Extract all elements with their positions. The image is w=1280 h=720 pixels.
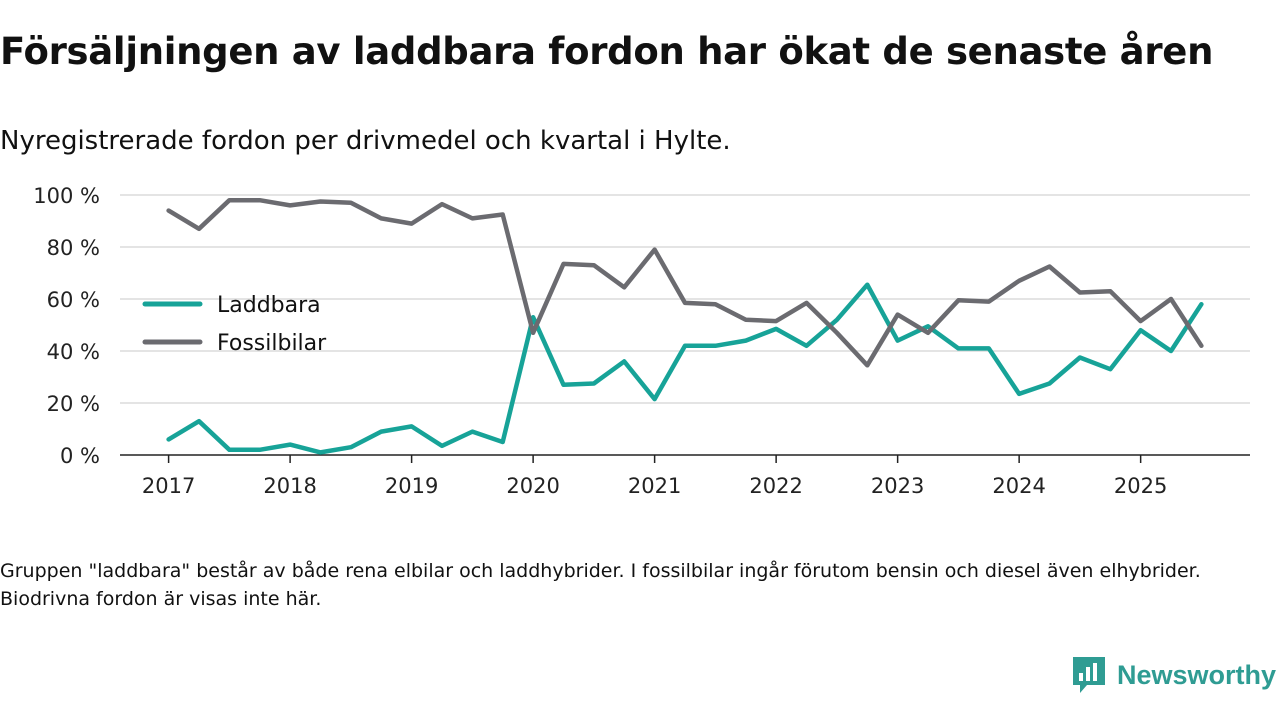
x-tick-label: 2019 bbox=[385, 474, 438, 498]
x-tick-label: 2024 bbox=[992, 474, 1045, 498]
x-tick-label: 2020 bbox=[506, 474, 559, 498]
series-line-laddbara bbox=[166, 282, 1204, 455]
y-tick-label: 80 % bbox=[47, 236, 100, 260]
series-line-fossilbilar bbox=[166, 197, 1204, 368]
y-tick-label: 20 % bbox=[47, 392, 100, 416]
brand-logo: Newsworthy bbox=[1071, 655, 1276, 695]
x-tick-label: 2023 bbox=[871, 474, 924, 498]
y-tick-label: 100 % bbox=[33, 184, 100, 208]
brand-name: Newsworthy bbox=[1116, 659, 1276, 690]
chart-subtitle: Nyregistrerade fordon per drivmedel och … bbox=[0, 126, 731, 156]
newsworthy-logo-icon bbox=[1072, 657, 1105, 693]
y-tick-label: 0 % bbox=[60, 444, 100, 468]
footnote: Gruppen "laddbara" består av både rena e… bbox=[0, 560, 1201, 610]
legend-label-laddbara: Laddbara bbox=[217, 293, 321, 318]
y-tick-label: 40 % bbox=[47, 340, 100, 364]
x-tick-label: 2021 bbox=[628, 474, 681, 498]
chart-title: Försäljningen av laddbara fordon har öka… bbox=[0, 30, 1214, 73]
x-tick-label: 2025 bbox=[1114, 474, 1167, 498]
x-tick-label: 2022 bbox=[749, 474, 802, 498]
y-tick-label: 60 % bbox=[47, 288, 100, 312]
x-tick-label: 2017 bbox=[142, 474, 195, 498]
x-tick-label: 2018 bbox=[263, 474, 316, 498]
line-chart: 0 % 20 % 40 % 60 % 80 % 100 % 2017 2018 2019 2020… bbox=[33, 184, 1250, 498]
legend-label-fossilbilar: Fossilbilar bbox=[217, 331, 327, 356]
